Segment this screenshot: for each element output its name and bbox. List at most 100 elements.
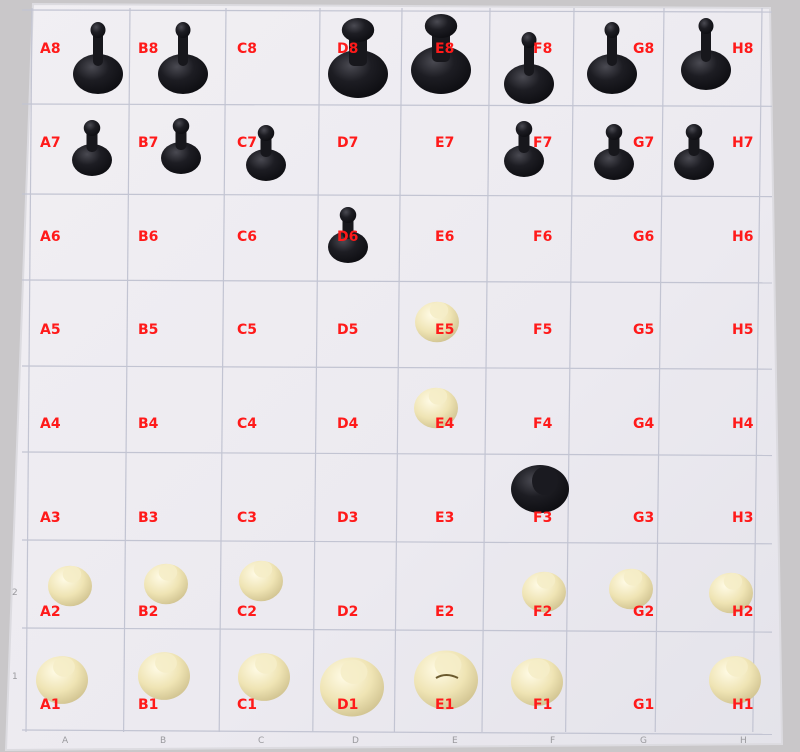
square-label-c6: C6 <box>237 229 258 245</box>
white-pawn-piece <box>709 572 753 614</box>
white-king-piece <box>414 650 478 710</box>
white-rook-piece <box>709 656 761 704</box>
pieces-layer <box>36 14 761 717</box>
square-label-c8: C8 <box>237 41 258 57</box>
square-label-a6: A6 <box>40 229 61 245</box>
board-edge-mark: A <box>62 736 69 746</box>
white-bishop-piece <box>511 658 563 706</box>
grid-line <box>218 7 227 733</box>
square-label-b4: B4 <box>138 416 159 432</box>
square-label-d3: D3 <box>337 510 359 526</box>
square-label-f1: F1 <box>533 697 553 713</box>
board-edge-mark: 1 <box>12 672 18 682</box>
square-label-f3: F3 <box>533 510 553 526</box>
white-pawn-piece <box>48 565 92 607</box>
board-edge-mark: G <box>640 736 647 746</box>
square-label-b8: B8 <box>138 41 159 57</box>
square-label-a1: A1 <box>40 697 61 713</box>
square-label-b3: B3 <box>138 510 159 526</box>
grid-line <box>752 7 763 733</box>
white-bishop-piece <box>238 653 290 701</box>
black-bishop-piece <box>587 22 637 94</box>
square-label-a3: A3 <box>40 510 61 526</box>
square-label-g3: G3 <box>633 510 655 526</box>
square-label-f2: F2 <box>533 604 553 620</box>
square-label-f4: F4 <box>533 416 553 432</box>
square-label-c4: C4 <box>237 416 258 432</box>
grid-line <box>21 9 773 13</box>
square-label-d1: D1 <box>337 697 359 713</box>
square-label-d5: D5 <box>337 322 359 338</box>
square-label-e4: E4 <box>435 416 455 432</box>
square-label-e8: E8 <box>435 41 455 57</box>
square-label-h1: H1 <box>732 697 754 713</box>
square-label-h2: H2 <box>732 604 754 620</box>
square-label-e1: E1 <box>435 697 455 713</box>
black-knight-piece <box>158 22 208 94</box>
black-pawn-piece <box>72 120 112 176</box>
black-bishop-piece <box>504 32 554 104</box>
black-rook-piece <box>681 18 731 90</box>
grid-line <box>21 729 773 736</box>
square-label-c7: C7 <box>237 135 258 151</box>
square-label-c1: C1 <box>237 697 258 713</box>
square-label-f8: F8 <box>533 41 553 57</box>
grid-line <box>393 7 403 733</box>
board-edge-mark: H <box>740 736 747 746</box>
square-label-c5: C5 <box>237 322 258 338</box>
grid-line <box>565 7 575 733</box>
board-edge-mark: E <box>452 736 458 746</box>
grid-line <box>21 627 773 633</box>
square-label-g8: G8 <box>633 41 655 57</box>
board-edge-mark: D <box>352 736 359 746</box>
square-label-d8: D8 <box>337 41 359 57</box>
grid-line <box>21 279 773 284</box>
black-pawn-piece <box>674 124 714 180</box>
grid-line <box>25 7 33 733</box>
square-label-c2: C2 <box>237 604 258 620</box>
square-label-f5: F5 <box>533 322 553 338</box>
square-label-b6: B6 <box>138 229 159 245</box>
grid-line <box>312 7 321 733</box>
square-label-d6: D6 <box>337 229 359 245</box>
white-pawn-piece <box>522 571 566 613</box>
square-label-g1: G1 <box>633 697 655 713</box>
square-label-h6: H6 <box>732 229 754 245</box>
black-queen-piece <box>328 18 388 98</box>
white-pawn-piece <box>415 301 459 343</box>
square-label-g6: G6 <box>633 229 655 245</box>
square-label-b7: B7 <box>138 135 159 151</box>
square-label-f6: F6 <box>533 229 553 245</box>
grid-line <box>21 539 773 545</box>
board-edge-mark: C <box>258 736 265 746</box>
square-label-a8: A8 <box>40 41 61 57</box>
board-edge-mark: B <box>160 736 167 746</box>
white-pawn-piece <box>239 560 283 602</box>
black-king-piece <box>411 14 471 94</box>
board-edge-mark: F <box>550 736 556 746</box>
board-edge-mark: 2 <box>12 588 18 598</box>
black-pawn-piece <box>161 118 201 174</box>
square-label-b1: B1 <box>138 697 159 713</box>
grid-line <box>21 193 773 198</box>
board-surface <box>4 2 784 752</box>
white-queen-piece <box>320 657 384 717</box>
black-rook-piece <box>73 22 123 94</box>
black-pawn-piece <box>594 124 634 180</box>
square-label-g5: G5 <box>633 322 655 338</box>
square-label-e7: E7 <box>435 135 455 151</box>
square-label-a5: A5 <box>40 322 61 338</box>
black-pawn-piece <box>328 207 368 263</box>
grid-line <box>481 7 491 733</box>
square-label-h7: H7 <box>732 135 754 151</box>
white-rook-piece <box>36 656 88 704</box>
square-label-d7: D7 <box>337 135 359 151</box>
grid-line <box>21 103 773 107</box>
square-label-d2: D2 <box>337 604 359 620</box>
square-label-e2: E2 <box>435 604 455 620</box>
square-label-h3: H3 <box>732 510 754 526</box>
square-label-g4: G4 <box>633 416 655 432</box>
square-label-h4: H4 <box>732 416 754 432</box>
square-label-e3: E3 <box>435 510 455 526</box>
